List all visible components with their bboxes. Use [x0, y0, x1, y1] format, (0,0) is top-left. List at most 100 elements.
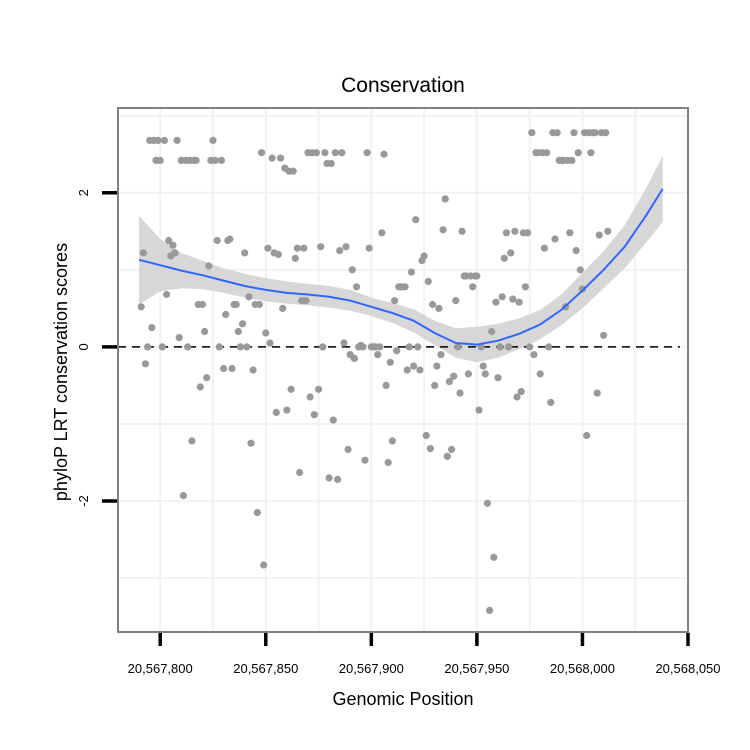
- data-point: [171, 249, 179, 257]
- data-point: [513, 393, 521, 401]
- data-point: [403, 366, 411, 374]
- data-point: [169, 241, 177, 249]
- data-point: [243, 343, 251, 351]
- data-point: [215, 343, 223, 351]
- y-tick-label: 0: [76, 343, 91, 350]
- data-point: [452, 297, 460, 305]
- data-point: [350, 354, 358, 362]
- data-point: [160, 136, 168, 144]
- data-point: [424, 277, 432, 285]
- data-point: [226, 235, 234, 243]
- data-point: [454, 343, 462, 351]
- data-point: [289, 167, 297, 175]
- data-point: [414, 343, 422, 351]
- data-point: [336, 247, 344, 255]
- data-point: [475, 406, 483, 414]
- data-point: [205, 262, 213, 270]
- data-point: [232, 300, 240, 309]
- data-point: [154, 136, 162, 144]
- data-point: [338, 149, 346, 157]
- data-point: [175, 334, 183, 342]
- data-point: [184, 343, 192, 351]
- y-tick-label: -2: [76, 495, 91, 507]
- data-point: [431, 381, 439, 389]
- data-point: [416, 366, 424, 374]
- confidence-band: [139, 155, 663, 363]
- x-axis: 20,567,800 20,567,850 20,567,900 20,567,950…: [128, 633, 721, 676]
- data-point: [530, 351, 538, 359]
- data-point: [331, 149, 339, 157]
- x-tick-label: 20,568,000: [550, 661, 615, 676]
- x-tick-label: 20,567,950: [444, 661, 509, 676]
- data-point: [386, 358, 394, 366]
- data-point: [515, 298, 523, 306]
- data-point: [576, 266, 584, 274]
- data-point: [319, 343, 327, 351]
- data-point: [220, 364, 228, 373]
- data-point: [363, 149, 371, 157]
- data-point: [574, 149, 582, 157]
- data-point: [441, 195, 449, 203]
- data-point: [264, 244, 272, 252]
- data-point: [456, 389, 464, 397]
- data-point: [526, 343, 534, 351]
- data-point: [217, 156, 225, 164]
- data-point: [391, 297, 399, 305]
- data-point: [481, 370, 489, 378]
- data-point: [595, 231, 603, 239]
- data-point: [156, 156, 164, 164]
- data-point: [473, 272, 481, 280]
- data-point: [163, 290, 171, 299]
- data-point: [583, 431, 591, 440]
- data-point: [300, 244, 308, 252]
- data-point: [524, 229, 532, 237]
- data-point: [593, 389, 601, 397]
- data-point: [426, 445, 434, 453]
- y-tick-label: 2: [76, 189, 91, 196]
- data-point: [287, 385, 295, 393]
- x-tick-label: 20,567,850: [233, 661, 298, 676]
- data-point: [507, 249, 515, 257]
- data-point: [376, 343, 384, 351]
- data-point: [587, 149, 595, 157]
- data-point: [469, 283, 477, 291]
- data-point: [458, 227, 466, 235]
- data-point: [148, 324, 156, 332]
- data-point: [165, 236, 173, 245]
- data-point: [253, 508, 261, 517]
- data-point: [509, 295, 517, 303]
- data-point: [306, 393, 314, 401]
- data-point: [511, 227, 519, 235]
- data-point: [435, 304, 443, 312]
- data-point: [260, 561, 268, 569]
- data-point: [198, 300, 206, 309]
- data-point: [141, 360, 149, 368]
- data-point: [498, 293, 506, 301]
- data-point: [236, 343, 244, 351]
- data-point: [479, 362, 487, 370]
- data-point: [382, 381, 390, 389]
- data-point: [384, 458, 392, 467]
- data-point: [517, 388, 525, 396]
- data-point: [274, 250, 282, 258]
- data-point: [144, 343, 152, 351]
- data-point: [139, 249, 147, 257]
- data-point: [545, 343, 553, 351]
- data-point: [293, 244, 301, 252]
- data-point: [374, 351, 382, 359]
- data-point: [492, 298, 500, 306]
- data-point: [312, 149, 320, 157]
- data-point: [422, 431, 430, 440]
- data-point: [342, 243, 350, 251]
- data-point: [401, 283, 409, 291]
- data-point: [528, 129, 536, 137]
- data-point: [245, 293, 253, 301]
- smooth-line-path: [138, 188, 664, 346]
- data-point: [277, 154, 285, 162]
- data-point: [570, 129, 578, 137]
- data-point: [241, 249, 249, 257]
- data-point: [483, 499, 491, 507]
- data-point: [173, 136, 181, 144]
- data-point: [407, 268, 415, 276]
- data-point: [291, 254, 299, 262]
